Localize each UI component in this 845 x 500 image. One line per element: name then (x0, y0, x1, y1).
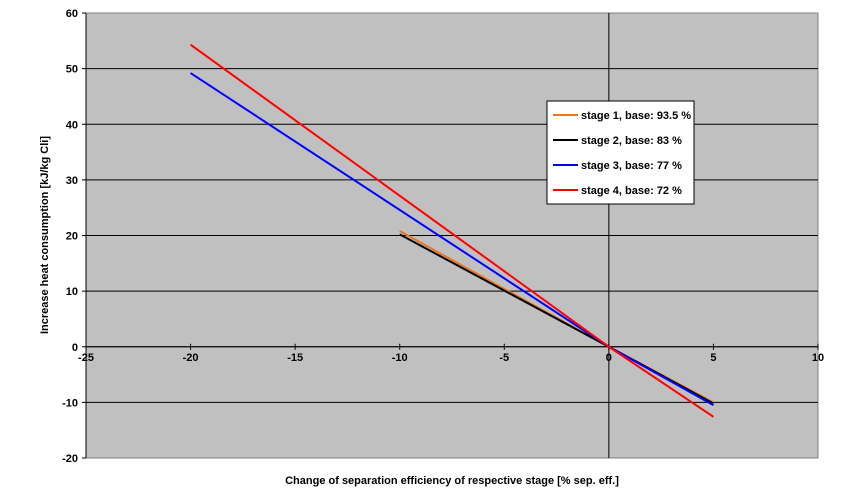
x-tick-label: 5 (710, 352, 716, 364)
legend: stage 1, base: 93.5 % stage 2, base: 83 %… (546, 100, 695, 205)
legend-box (546, 100, 695, 205)
y-tick-label: 50 (66, 64, 78, 76)
x-axis-title: Change of separation efficiency of respe… (285, 475, 619, 487)
axes (82, 12, 819, 459)
y-axis-title: Increase heat consumption [kJ/kg Cli] (39, 136, 51, 334)
y-tick-label: 60 (66, 8, 78, 20)
x-tick-label: -15 (287, 352, 303, 364)
series-lines (189, 43, 714, 418)
y-tick-label: 0 (72, 342, 78, 354)
legend-label: stage 4, base: 72 % (581, 185, 682, 197)
x-tick-label: -5 (499, 352, 509, 364)
x-tick-label: -25 (78, 352, 94, 364)
y-tick-label: -20 (62, 453, 78, 465)
x-tick-label: -20 (183, 352, 199, 364)
series-line-stage-4 (189, 43, 714, 418)
y-tick-label: 40 (66, 119, 78, 131)
y-tick-label: 30 (66, 175, 78, 187)
y-tick-label: 10 (66, 286, 78, 298)
y-tick-labels: -20 -10 0 10 20 30 40 50 60 (62, 8, 78, 465)
x-tick-labels: -25 -20 -15 -10 -5 0 5 10 (78, 352, 824, 364)
x-tick-label: 10 (812, 352, 824, 364)
x-tick-label: 0 (606, 352, 612, 364)
x-tick-label: -10 (392, 352, 408, 364)
y-tick-label: 20 (66, 231, 78, 243)
y-tick-label: -10 (62, 397, 78, 409)
legend-label: stage 1, base: 93.5 % (581, 110, 691, 122)
legend-label: stage 2, base: 83 % (581, 135, 682, 147)
legend-label: stage 3, base: 77 % (581, 160, 682, 172)
